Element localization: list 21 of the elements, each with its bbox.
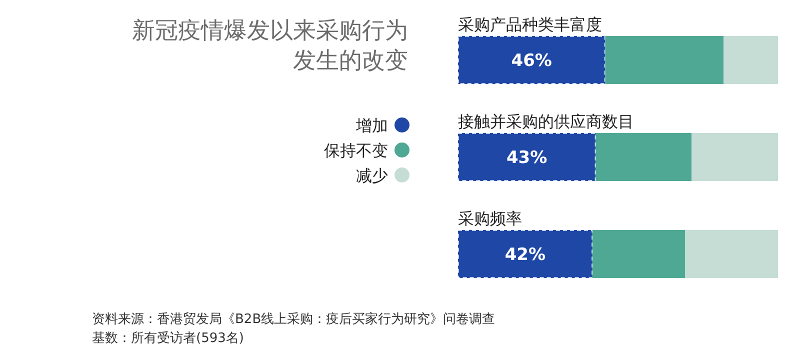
text: 新冠疫情爆发以来采购行为发生的改变 [132,18,408,74]
bar [724,36,778,84]
y-tick-label: 接触并采购的供应商数目 [458,112,634,131]
text: 资料来源：香港贸发局《B2B线上采购：疫后买家行为研究》问卷调查 [92,311,496,327]
data-label: 43% [506,148,548,168]
legend-label: 保持不变 [324,141,388,160]
bar [457,35,606,85]
bar [596,133,692,181]
y-tick-label: 采购产品种类丰富度 [458,15,602,34]
bar [457,132,596,182]
legend-label: 增加 [355,116,388,135]
bar [692,133,778,181]
bar [685,230,778,278]
data-label: 42% [504,245,546,265]
text: 基数：所有受访者(593名) [92,330,244,346]
bar [605,36,724,84]
legend-label: 减少 [356,166,388,185]
bar [592,230,686,278]
bar [457,229,594,279]
y-tick-label: 采购频率 [458,209,522,228]
data-label: 46% [511,51,552,71]
